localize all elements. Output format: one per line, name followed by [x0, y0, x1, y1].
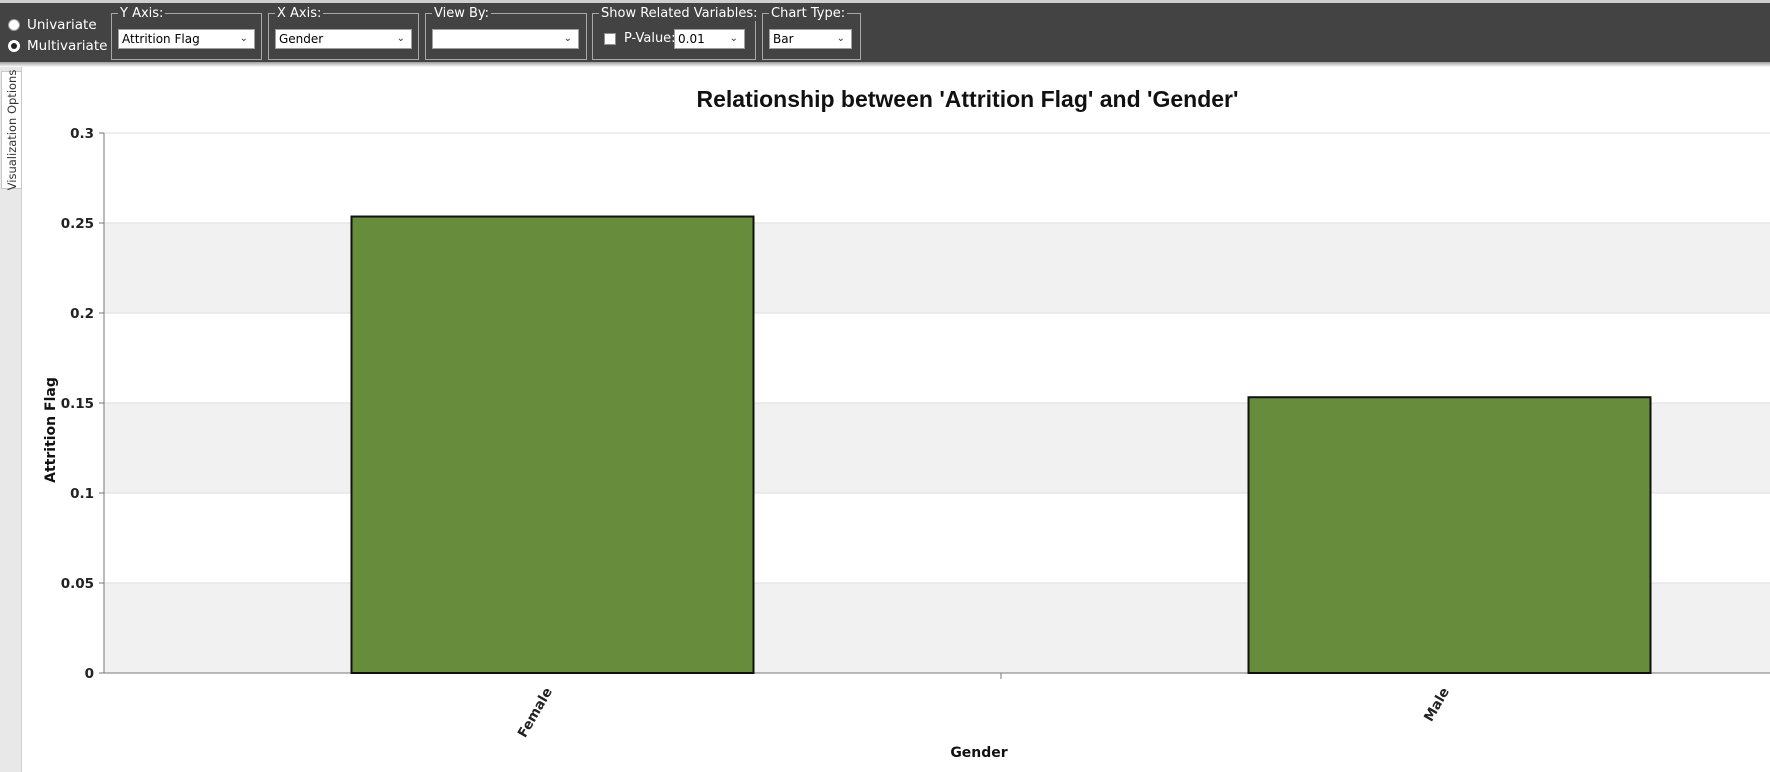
- view-by-label: View By:: [432, 6, 492, 21]
- y-tick-label: 0.05: [61, 576, 94, 592]
- chart-type-value: Bar: [773, 32, 794, 46]
- y-axis-label: Y Axis:: [118, 6, 166, 21]
- view-by-dropdown[interactable]: ⌄: [432, 29, 579, 49]
- chevron-down-icon: ⌄: [239, 33, 248, 44]
- x-axis-dropdown[interactable]: Gender ⌄: [275, 29, 412, 49]
- pvalue-dropdown[interactable]: 0.01 ⌄: [674, 29, 745, 49]
- pvalue-label: P-Value:: [624, 31, 676, 46]
- univariate-option[interactable]: Univariate: [8, 17, 97, 33]
- chart-type-dropdown[interactable]: Bar ⌄: [769, 29, 852, 49]
- chevron-down-icon: ⌄: [836, 33, 845, 44]
- side-panel-strip: [0, 67, 22, 772]
- chart-type-group: Chart Type: Bar ⌄: [762, 6, 861, 60]
- multivariate-label: Multivariate: [27, 38, 108, 54]
- bar-female: [350, 215, 755, 675]
- y-tick-label: 0.25: [61, 216, 94, 232]
- y-tick-label: 0.1: [70, 486, 94, 502]
- univariate-label: Univariate: [27, 17, 97, 33]
- view-by-group: View By: ⌄: [425, 6, 587, 60]
- pvalue-value: 0.01: [678, 32, 705, 46]
- y-tick-label: 0.15: [61, 396, 94, 412]
- chevron-down-icon: ⌄: [729, 33, 738, 44]
- related-variables-label: Show Related Variables:: [599, 6, 760, 21]
- y-axis-title: Attrition Flag: [43, 377, 59, 483]
- related-variables-group: Show Related Variables: P-Value: 0.01 ⌄: [592, 6, 760, 60]
- x-tick-label: Female: [515, 685, 556, 740]
- x-axis-label: X Axis:: [275, 6, 324, 21]
- multivariate-option[interactable]: Multivariate: [8, 38, 107, 54]
- x-tick-label: Male: [1421, 685, 1453, 724]
- chevron-down-icon: ⌄: [396, 33, 405, 44]
- related-variables-checkbox[interactable]: [604, 33, 616, 45]
- toolbar-shadow: [0, 62, 1770, 67]
- multivariate-radio[interactable]: [8, 40, 20, 52]
- y-axis-value: Attrition Flag: [122, 32, 200, 46]
- chevron-down-icon: ⌄: [563, 33, 572, 44]
- y-tick-label: 0: [85, 666, 94, 682]
- visualization-options-tab[interactable]: Visualization Options: [1, 70, 22, 190]
- y-axis-dropdown[interactable]: Attrition Flag ⌄: [118, 29, 255, 49]
- y-tick-label: 0.2: [70, 306, 94, 322]
- univariate-radio[interactable]: [8, 19, 20, 31]
- x-axis-value: Gender: [279, 32, 324, 46]
- x-axis-title: Gender: [950, 745, 1007, 761]
- y-tick-label: 0.3: [70, 126, 94, 142]
- chart-type-label: Chart Type:: [769, 6, 848, 21]
- toolbar: Univariate Multivariate Y Axis: Attritio…: [0, 0, 1770, 62]
- y-axis-group: Y Axis: Attrition Flag ⌄: [111, 6, 262, 60]
- chart-title: Relationship between 'Attrition Flag' an…: [696, 86, 1239, 112]
- x-axis-group: X Axis: Gender ⌄: [268, 6, 419, 60]
- bar-male: [1247, 396, 1652, 674]
